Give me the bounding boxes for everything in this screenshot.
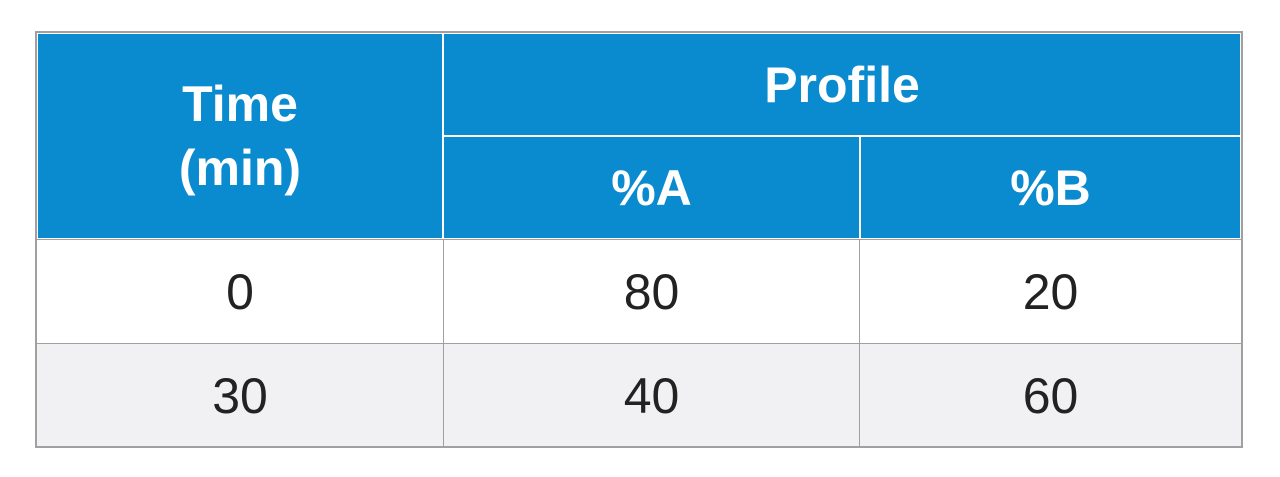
cell-text: 60 <box>1022 367 1079 424</box>
table-cell: 20 <box>859 239 1242 344</box>
header-line: Time <box>182 76 298 132</box>
cell-text: 0 <box>226 263 254 320</box>
cell-text: 20 <box>1022 263 1079 320</box>
profile-header: Profile <box>442 32 1242 137</box>
cell-text: 30 <box>212 367 268 424</box>
cell-text: 80 <box>623 263 680 320</box>
table-cell: 60 <box>859 343 1242 448</box>
time-header: Time (min) <box>36 32 444 240</box>
column-header: %A <box>442 135 861 240</box>
header-text: %B <box>1010 159 1091 216</box>
table-cell: 40 <box>443 343 860 448</box>
cell-text: 40 <box>623 367 680 424</box>
table-cell: 30 <box>36 343 444 448</box>
table-cell: 0 <box>36 239 444 344</box>
header-text: Profile <box>764 56 920 113</box>
table-cell: 80 <box>443 239 860 344</box>
header-text: %A <box>611 159 692 216</box>
column-header: %B <box>859 135 1242 240</box>
header-line: (min) <box>178 140 302 196</box>
